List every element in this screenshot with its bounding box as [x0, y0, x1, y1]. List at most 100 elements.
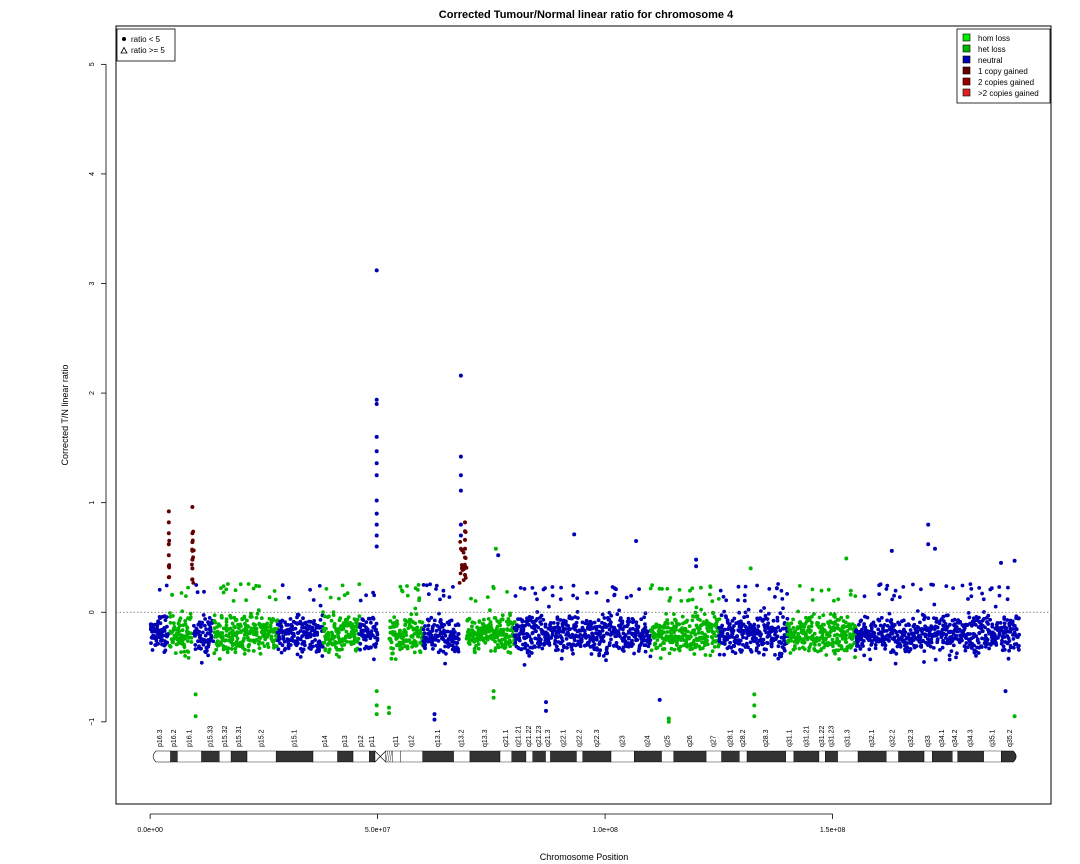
data-point	[1001, 644, 1006, 649]
legend-label-more-copies-gained: >2 copies gained	[978, 89, 1039, 98]
data-point	[869, 626, 874, 630]
data-point	[517, 632, 522, 636]
data-point	[443, 633, 448, 638]
data-point	[520, 619, 525, 624]
data-point	[317, 649, 321, 653]
data-point	[759, 632, 763, 636]
data-point	[545, 632, 550, 636]
data-point	[458, 533, 463, 538]
data-point	[986, 613, 991, 618]
data-point	[412, 650, 417, 655]
data-point	[1010, 627, 1015, 631]
data-point	[594, 635, 599, 640]
data-point	[436, 639, 441, 643]
data-point	[785, 592, 789, 596]
data-point	[648, 638, 653, 642]
data-point	[922, 649, 927, 653]
data-point	[374, 641, 379, 646]
data-point	[828, 629, 833, 634]
data-point	[414, 612, 419, 616]
data-point	[745, 614, 750, 619]
data-point	[221, 634, 225, 639]
data-point	[931, 583, 935, 587]
ideogram-band	[550, 750, 577, 763]
data-point	[374, 461, 379, 466]
data-point	[442, 623, 447, 627]
data-point	[517, 638, 522, 643]
data-point	[208, 637, 213, 641]
data-point	[761, 641, 766, 646]
data-point	[569, 616, 574, 621]
data-point	[217, 657, 222, 661]
ideogram-band	[661, 750, 675, 763]
data-point	[209, 629, 213, 633]
data-point	[352, 617, 357, 621]
data-point	[204, 627, 209, 632]
data-point	[969, 587, 974, 591]
data-point	[374, 627, 378, 632]
data-point	[185, 626, 190, 630]
data-point	[827, 634, 831, 638]
data-point	[939, 635, 944, 639]
ideogram-band-label: q27	[711, 735, 718, 747]
data-point	[453, 649, 457, 654]
data-point	[822, 645, 826, 650]
data-point	[530, 615, 534, 620]
data-point	[650, 583, 654, 588]
data-point	[798, 584, 802, 588]
data-point	[276, 647, 281, 652]
data-point	[824, 653, 829, 657]
data-point	[685, 618, 689, 623]
data-point	[944, 584, 949, 588]
data-point	[699, 607, 703, 612]
color-legend-box	[956, 28, 1051, 104]
ideogram-band-label: q24	[645, 735, 652, 747]
data-point	[483, 641, 488, 645]
data-point	[821, 613, 826, 618]
data-point	[559, 656, 564, 661]
data-point	[618, 616, 623, 620]
data-point	[571, 651, 575, 656]
data-point	[308, 587, 312, 592]
data-point	[654, 646, 659, 651]
ideogram-band	[576, 750, 584, 763]
data-point	[193, 714, 198, 719]
data-point	[523, 646, 527, 650]
data-point	[214, 647, 219, 652]
data-point	[779, 641, 784, 645]
data-point	[635, 638, 640, 642]
data-point	[594, 627, 599, 632]
data-point	[168, 611, 172, 615]
data-point	[281, 634, 285, 638]
data-point	[423, 642, 428, 647]
data-point	[932, 602, 937, 607]
data-point	[355, 640, 360, 644]
ideogram-band-label: q21.23	[536, 725, 543, 747]
data-point	[615, 612, 620, 617]
data-point	[371, 615, 375, 620]
plot-frame	[115, 25, 1052, 805]
data-point	[566, 630, 570, 635]
data-point	[942, 619, 946, 623]
data-point	[931, 646, 936, 650]
data-point	[775, 634, 780, 639]
data-point	[425, 627, 430, 632]
data-point	[441, 588, 446, 593]
data-point	[665, 634, 670, 639]
data-point	[179, 591, 184, 595]
data-point	[966, 611, 971, 615]
data-point	[253, 623, 258, 627]
data-point	[463, 537, 467, 542]
data-point	[201, 613, 206, 617]
data-point	[985, 620, 989, 624]
data-point	[163, 618, 168, 622]
x-tick-label: 1.5e+08	[820, 827, 846, 834]
data-point	[163, 648, 168, 653]
data-point	[235, 631, 240, 635]
data-point	[677, 622, 682, 627]
ideogram-band-label: p15.33	[207, 725, 214, 747]
data-point	[329, 618, 334, 623]
data-point	[405, 584, 409, 588]
data-point	[980, 629, 985, 634]
data-point	[267, 616, 272, 621]
